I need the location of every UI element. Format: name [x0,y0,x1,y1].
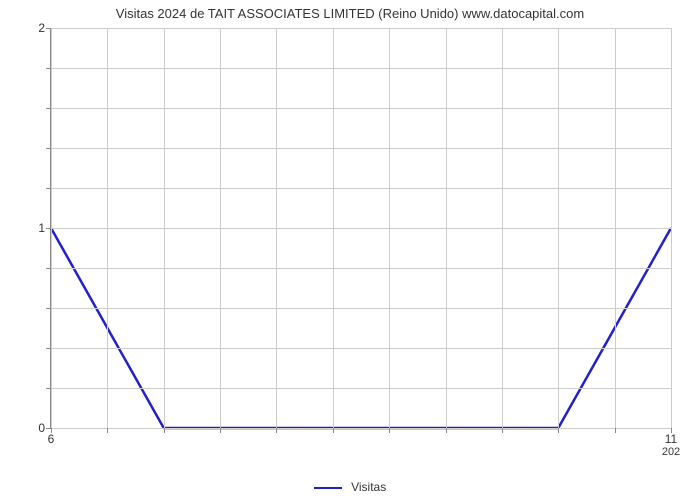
x-tick-mark [502,428,503,433]
gridline-h [51,268,671,269]
gridline-v [502,28,503,428]
chart-title: Visitas 2024 de TAIT ASSOCIATES LIMITED … [0,0,700,21]
gridline-v [276,28,277,428]
x-tick-label: 6 [48,428,55,446]
x-tick-mark [276,428,277,433]
gridline-h [51,108,671,109]
gridline-h [51,228,671,229]
gridline-v [220,28,221,428]
gridline-v [446,28,447,428]
gridline-h [51,348,671,349]
x-tick-mark [615,428,616,433]
x-tick-mark [107,428,108,433]
gridline-v [164,28,165,428]
x-sublabel: 202 [662,428,680,458]
legend-label: Visitas [351,480,386,494]
gridline-v [558,28,559,428]
x-tick-mark [333,428,334,433]
gridline-v [671,28,672,428]
x-tick-mark [220,428,221,433]
x-tick-mark [446,428,447,433]
legend-swatch [314,487,342,489]
gridline-h [51,68,671,69]
legend: Visitas [0,480,700,494]
gridline-v [51,28,52,428]
x-tick-mark [389,428,390,433]
gridline-h [51,28,671,29]
y-tick-label: 1 [38,221,51,235]
gridline-h [51,148,671,149]
gridline-h [51,388,671,389]
plot-area: 012611202 [50,28,671,429]
gridline-v [615,28,616,428]
gridline-v [389,28,390,428]
gridline-v [107,28,108,428]
gridline-v [333,28,334,428]
gridline-h [51,308,671,309]
x-tick-mark [164,428,165,433]
gridline-h [51,428,671,429]
x-tick-mark [558,428,559,433]
gridline-h [51,188,671,189]
y-tick-label: 2 [38,21,51,35]
